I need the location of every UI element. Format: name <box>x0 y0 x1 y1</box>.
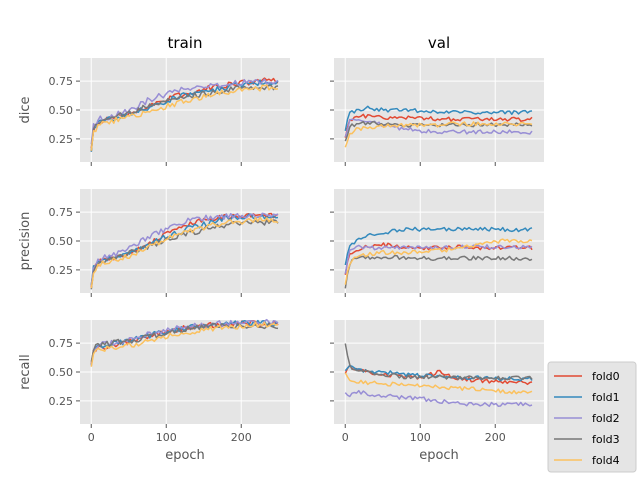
series-line-fold0 <box>344 242 533 275</box>
y-tick-label: 0.75 <box>49 75 74 88</box>
y-tick-label: 0.50 <box>49 235 74 248</box>
series-line-fold4 <box>90 216 279 289</box>
series-line-fold0 <box>344 113 533 138</box>
x-axis-label: epoch <box>165 448 205 463</box>
y-axis-label-dice: dice <box>18 96 33 123</box>
series-line-fold1 <box>344 105 533 132</box>
legend-label-fold4: fold4 <box>592 454 620 467</box>
panel-dice-val <box>330 58 544 166</box>
series-line-fold4 <box>344 372 533 395</box>
x-axis-label: epoch <box>419 448 459 463</box>
legend-label-fold3: fold3 <box>592 433 620 446</box>
series-line-fold4 <box>90 84 279 151</box>
series-line-fold4 <box>344 121 533 148</box>
series-line-fold1 <box>344 226 533 266</box>
y-tick-label: 0.50 <box>49 104 74 117</box>
y-tick-label: 0.25 <box>49 264 74 277</box>
series-line-fold3 <box>344 254 533 289</box>
x-tick-label: 100 <box>156 431 177 444</box>
x-tick-label: 0 <box>342 431 349 444</box>
y-tick-label: 0.50 <box>49 366 74 379</box>
panel-recall-train: 0.25 0.50 0.75 recall 0 100 200 epoch <box>18 318 290 463</box>
series-line-fold2 <box>90 212 279 286</box>
series-line-fold3 <box>90 322 279 362</box>
panel-precision-train: 0.25 0.50 0.75 precision <box>18 189 290 297</box>
legend: fold0 fold1 fold2 fold3 fold4 <box>547 361 637 473</box>
y-tick-label: 0.25 <box>49 133 74 146</box>
series-line-fold2 <box>90 318 279 366</box>
series-line-fold2 <box>344 389 533 408</box>
panel-recall-val: 0 100 200 epoch <box>330 320 544 463</box>
y-tick-label: 0.75 <box>49 337 74 350</box>
column-title-val: val <box>428 34 450 52</box>
panel-dice-train: 0.25 0.50 0.75 dice <box>18 58 290 166</box>
series-line-fold3 <box>90 219 279 290</box>
x-tick-label: 200 <box>485 431 506 444</box>
column-title-train: train <box>168 34 203 52</box>
series-line-fold4 <box>90 321 279 367</box>
series-line-fold0 <box>90 212 279 287</box>
x-tick-label: 100 <box>410 431 431 444</box>
series-line-fold4 <box>344 238 533 285</box>
series-line-fold3 <box>344 343 533 381</box>
y-axis-label-recall: recall <box>18 354 33 389</box>
panel-precision-val <box>330 189 544 297</box>
x-tick-label: 0 <box>88 431 95 444</box>
legend-label-fold2: fold2 <box>592 412 620 425</box>
y-axis-label-precision: precision <box>18 212 33 271</box>
legend-label-fold0: fold0 <box>592 370 620 383</box>
legend-box <box>547 361 637 473</box>
y-tick-label: 0.75 <box>49 206 74 219</box>
y-tick-label: 0.25 <box>49 395 74 408</box>
legend-label-fold1: fold1 <box>592 391 620 404</box>
series-line-fold2 <box>90 78 279 145</box>
x-tick-label: 200 <box>231 431 252 444</box>
